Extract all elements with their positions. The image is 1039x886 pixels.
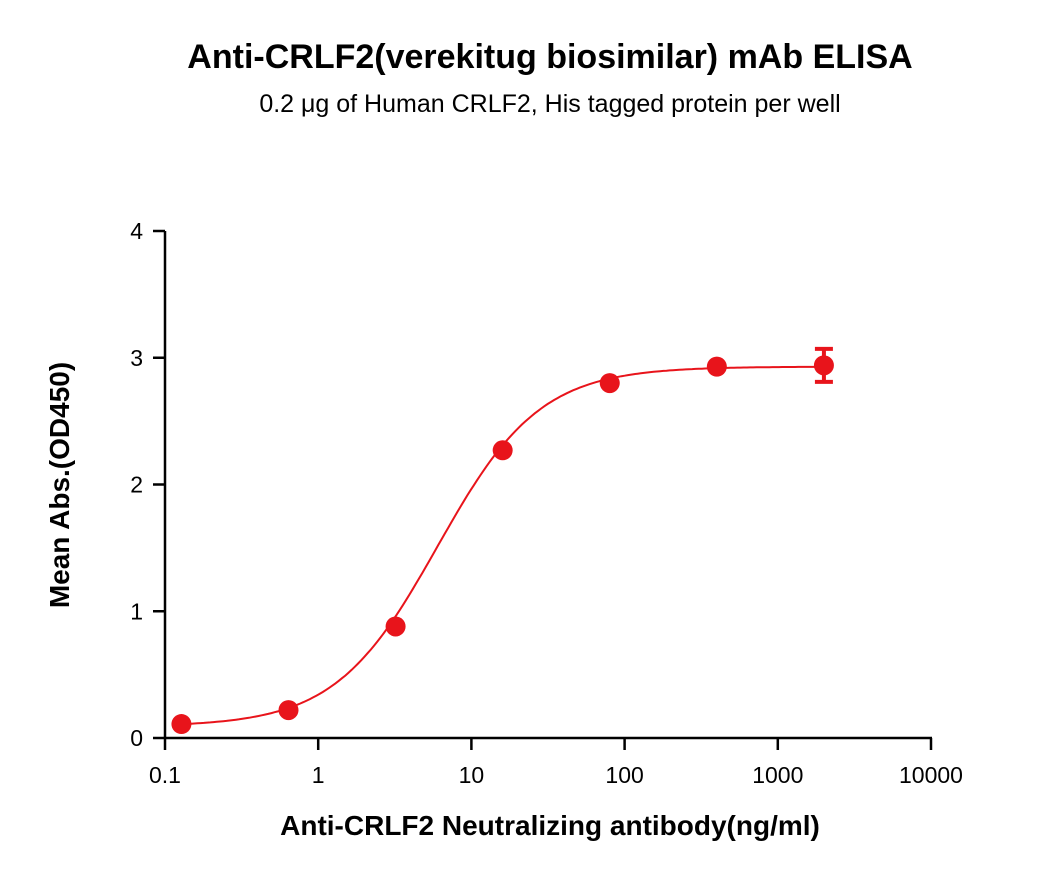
x-tick-label: 100 xyxy=(605,762,643,788)
data-point xyxy=(385,616,406,637)
data-point xyxy=(278,700,299,721)
x-tick-label: 10 xyxy=(459,762,485,788)
y-tick-label: 4 xyxy=(130,218,143,244)
x-axis-label: Anti-CRLF2 Neutralizing antibody(ng/ml) xyxy=(280,810,820,841)
y-axis-label: Mean Abs.(OD450) xyxy=(44,361,75,609)
chart-title: Anti-CRLF2(verekitug biosimilar) mAb ELI… xyxy=(187,38,913,76)
data-point xyxy=(813,355,834,376)
chart-subtitle: 0.2 μg of Human CRLF2, His tagged protei… xyxy=(259,90,841,118)
y-tick-label: 1 xyxy=(130,598,143,624)
x-tick-label: 1000 xyxy=(752,762,803,788)
data-point xyxy=(706,356,727,377)
data-point xyxy=(599,373,620,394)
y-tick-label: 0 xyxy=(130,725,143,751)
fit-curve xyxy=(181,365,824,726)
y-tick-label: 3 xyxy=(130,345,143,371)
x-tick-label: 10000 xyxy=(899,762,963,788)
y-tick-label: 2 xyxy=(130,472,143,498)
x-tick-label: 1 xyxy=(312,762,325,788)
data-point xyxy=(171,714,192,735)
x-tick-label: 0.1 xyxy=(149,762,181,788)
data-point xyxy=(492,440,513,461)
